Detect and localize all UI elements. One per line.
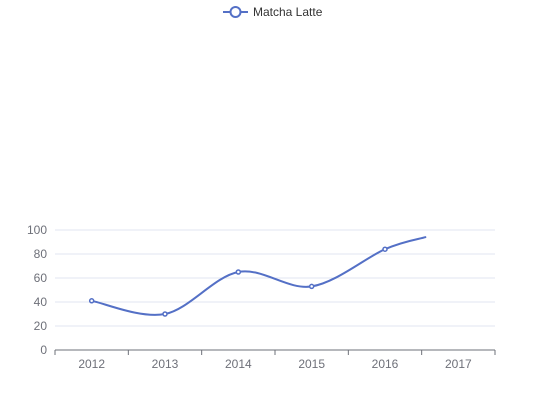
x-tick-label: 2014 (225, 357, 252, 371)
x-tick-label: 2015 (298, 357, 325, 371)
series (88, 236, 427, 317)
x-tick-label: 2016 (372, 357, 399, 371)
axes: 0 20 40 60 80 100 2012 2013 2014 2015 2016 2017 (27, 223, 496, 371)
y-tick-label: 20 (34, 319, 48, 333)
legend[interactable]: Matcha Latte (223, 5, 323, 19)
data-point (88, 298, 95, 304)
x-tick-label: 2013 (152, 357, 179, 371)
grid-lines (55, 229, 495, 327)
x-tick-label: 2012 (78, 357, 105, 371)
series-line (90, 236, 427, 316)
data-point (382, 246, 388, 252)
y-tick-label: 100 (27, 223, 47, 237)
data-point (308, 283, 315, 290)
y-tick-label: 40 (34, 295, 48, 309)
y-tick-label: 0 (40, 343, 47, 357)
data-point (162, 311, 168, 317)
y-tick-label: 60 (34, 271, 48, 285)
data-point (235, 269, 242, 275)
legend-marker (229, 6, 242, 18)
x-tick-label: 2017 (445, 357, 472, 371)
y-tick-label: 80 (34, 247, 48, 261)
legend-label: Matcha Latte (253, 5, 323, 19)
